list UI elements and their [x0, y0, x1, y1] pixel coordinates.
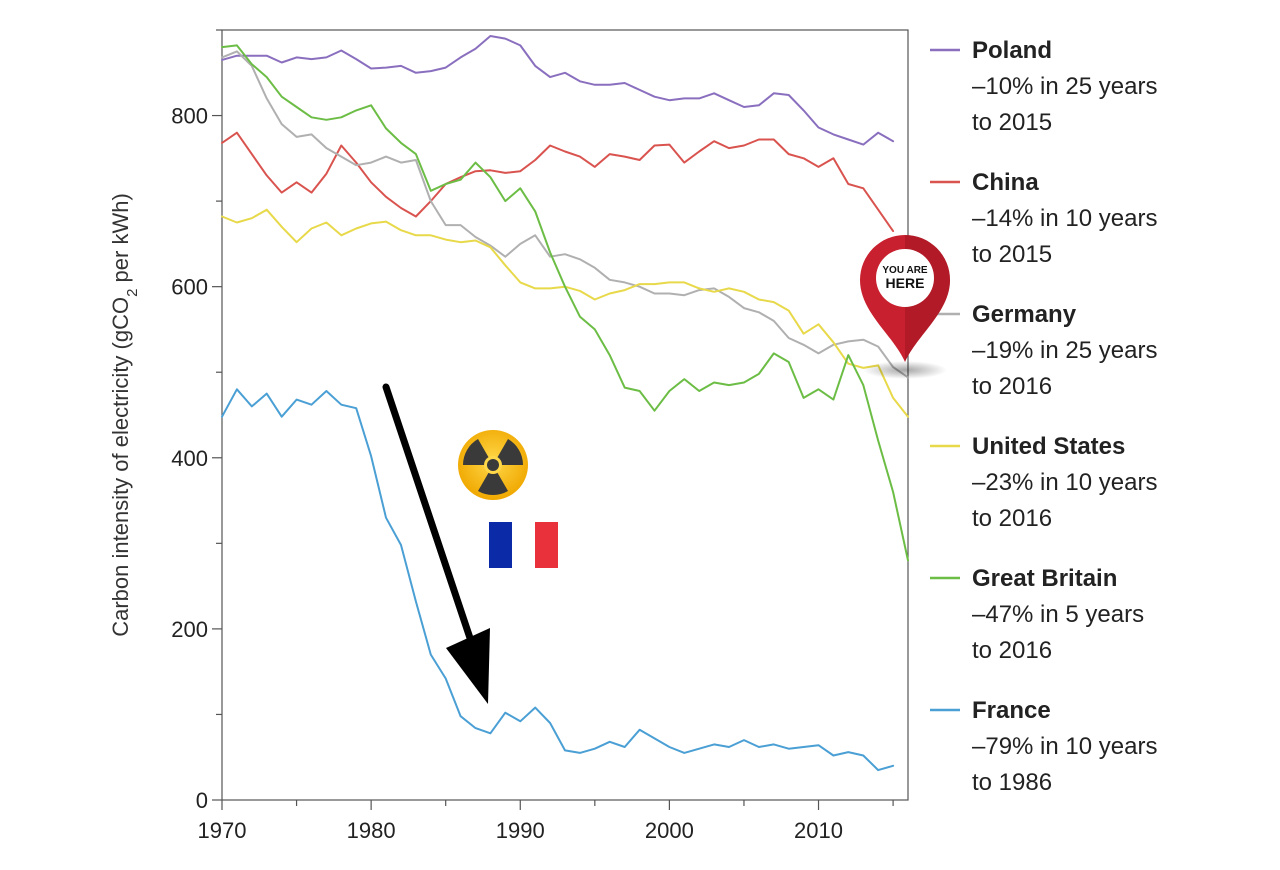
location-pin-icon: YOU ARE HERE [860, 235, 950, 379]
series-line-china [221, 131, 895, 233]
legend-note-line2: to 2016 [972, 505, 1052, 532]
legend-note-line1: –23% in 10 years [972, 469, 1157, 496]
legend-note-line1: –14% in 10 years [972, 205, 1157, 232]
x-tick-label: 1990 [496, 818, 545, 843]
legend-name: Germany [972, 301, 1077, 328]
y-tick-label: 800 [171, 104, 208, 129]
legend-note-line2: to 1986 [972, 769, 1052, 796]
legend-note-line2: to 2016 [972, 373, 1052, 400]
series-line-poland [221, 35, 895, 146]
legend-note-line1: –47% in 5 years [972, 601, 1144, 628]
legend-note-line2: to 2015 [972, 241, 1052, 268]
y-tick-label: 400 [171, 446, 208, 471]
legend-item-germany: Germany –19% in 25 years to 2016 [930, 301, 1157, 400]
radiation-icon [458, 430, 528, 500]
legend-note-line1: –19% in 25 years [972, 337, 1157, 364]
series-lines [221, 35, 909, 772]
legend-item-united-states: United States –23% in 10 years to 2016 [930, 433, 1157, 532]
y-axis-title: Carbon intensity of electricity (gCO2 pe… [108, 193, 141, 637]
x-tick-label: 2010 [794, 818, 843, 843]
legend-name: Poland [972, 37, 1052, 64]
legend-note-line1: –79% in 10 years [972, 733, 1157, 760]
legend-note-line1: –10% in 25 years [972, 73, 1157, 100]
decline-arrow [382, 383, 490, 704]
y-tick-label: 0 [196, 788, 208, 813]
series-line-great-britain [221, 44, 909, 562]
y-tick-label: 200 [171, 617, 208, 642]
series-line-france [221, 388, 895, 772]
legend-note-line2: to 2015 [972, 109, 1052, 136]
legend-name: United States [972, 433, 1125, 460]
x-tick-label: 1980 [347, 818, 396, 843]
legend-name: China [972, 169, 1039, 196]
legend-item-china: China –14% in 10 years to 2015 [930, 169, 1157, 268]
series-line-germany [221, 50, 909, 379]
series-line-united-states [221, 208, 909, 418]
pin-label-line1: YOU ARE [882, 265, 928, 276]
legend-item-poland: Poland –10% in 25 years to 2015 [930, 37, 1157, 136]
x-axis: 1970 1980 1990 2000 2010 [198, 800, 894, 843]
legend-item-great-britain: Great Britain –47% in 5 years to 2016 [930, 565, 1144, 664]
x-tick-label: 1970 [198, 818, 247, 843]
x-tick-label: 2000 [645, 818, 694, 843]
legend-name: France [972, 697, 1051, 724]
legend-name: Great Britain [972, 565, 1117, 592]
legend-item-france: France –79% in 10 years to 1986 [930, 697, 1157, 796]
pin-label-line2: HERE [886, 275, 925, 291]
legend-note-line2: to 2016 [972, 637, 1052, 664]
france-flag-icon [489, 522, 558, 568]
legend: Poland –10% in 25 years to 2015 China –14% i… [930, 37, 1157, 796]
y-tick-label: 600 [171, 275, 208, 300]
y-axis: 0 200 400 600 800 [171, 29, 222, 813]
